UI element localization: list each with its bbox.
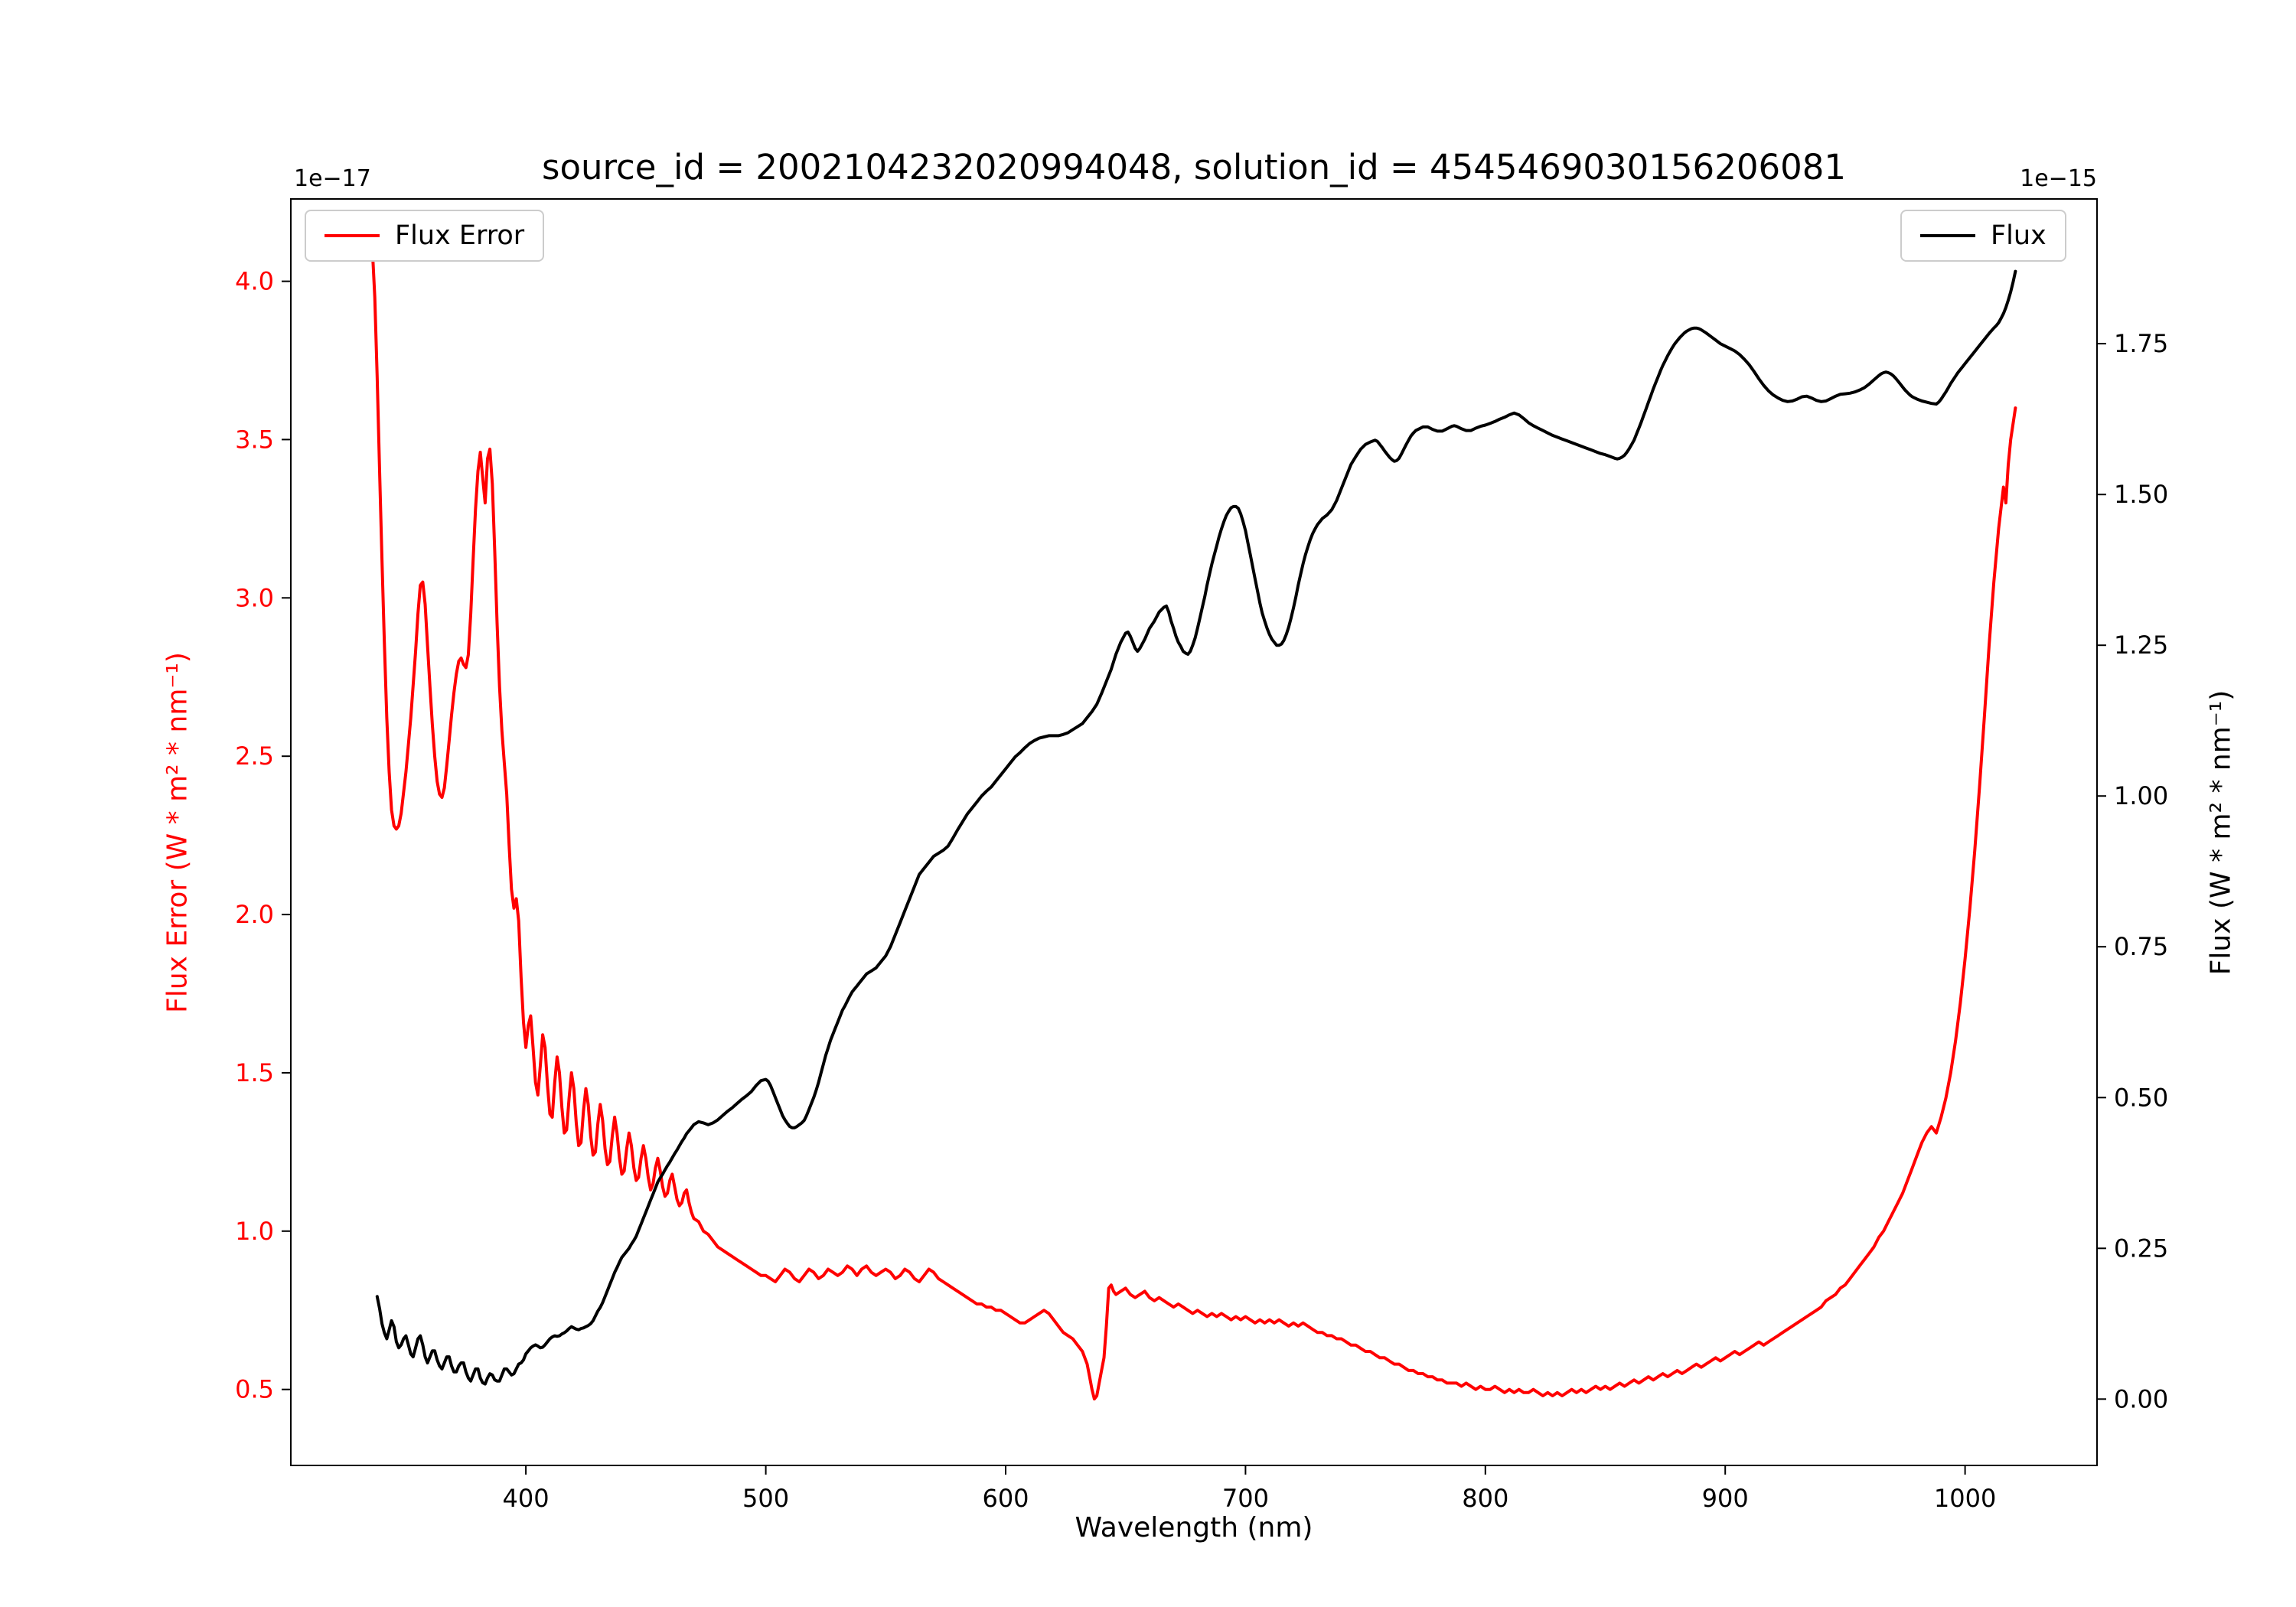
right-y-tick-label: 0.00 [2114,1384,2168,1413]
right-y-tick-label: 1.25 [2114,631,2168,660]
flux-curve [375,269,2017,1386]
x-tick-label: 400 [503,1484,550,1513]
x-axis-label: Wavelength (nm) [1075,1512,1313,1543]
left-y-axis-label: Flux Error (W * m² * nm⁻¹) [161,652,194,1013]
flux-error-line-sample [325,234,380,237]
right-y-tick-label: 0.50 [2114,1083,2168,1112]
left-y-tick-label: 1.0 [235,1217,274,1246]
x-tick-label: 800 [1462,1484,1508,1513]
left-y-tick-label: 0.5 [235,1375,274,1404]
left-y-tick-label: 2.0 [235,900,274,929]
left-y-tick-label: 2.5 [235,742,274,771]
right-y-tick-label: 1.00 [2114,781,2168,810]
right-y-axis-label: Flux (W * m² * nm⁻¹) [2205,689,2237,976]
left-y-tick-label: 4.0 [235,267,274,296]
left-y-tick-label: 1.5 [235,1058,274,1087]
legend-flux-label: Flux [1991,220,2047,251]
right-y-tick-label: 1.50 [2114,480,2168,509]
right-axis-scale-offset: 1e−15 [2020,165,2097,192]
x-tick-label: 1000 [1934,1484,1996,1513]
chart-title: source_id = 2002104232020994048, solutio… [542,147,1846,187]
x-tick-label: 700 [1222,1484,1269,1513]
x-tick-label: 900 [1702,1484,1749,1513]
flux-line-sample [1920,234,1975,237]
legend-flux: Flux [1900,210,2066,262]
left-y-tick-label: 3.0 [235,583,274,612]
axes-frame [290,198,2098,1466]
left-axis-scale-offset: 1e−17 [294,165,371,192]
legend-flux-error-label: Flux Error [395,220,525,251]
flux-error-curve [370,248,2017,1401]
left-y-tick-label: 3.5 [235,425,274,454]
right-y-tick-label: 0.25 [2114,1234,2168,1263]
legend-flux-error: Flux Error [305,210,545,262]
x-tick-label: 600 [982,1484,1029,1513]
x-tick-label: 500 [742,1484,789,1513]
right-y-tick-label: 0.75 [2114,932,2168,961]
right-y-tick-label: 1.75 [2114,329,2168,358]
